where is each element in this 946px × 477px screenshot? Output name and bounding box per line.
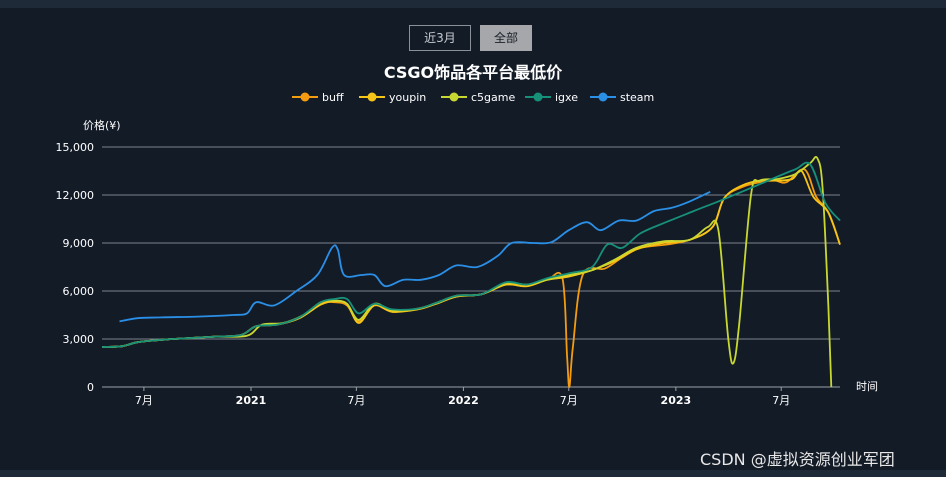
time-range-selector: 近3月 全部 bbox=[409, 25, 532, 51]
legend-marker-buff bbox=[300, 92, 310, 102]
series-line-igxe bbox=[101, 161, 841, 348]
legend-marker-youpin bbox=[367, 92, 377, 102]
chart-title: CSGO饰品各平台最低价 bbox=[383, 63, 563, 82]
x-tick-label: 2022 bbox=[448, 394, 479, 407]
x-tick-label: 7月 bbox=[772, 394, 790, 407]
series-line-c5game bbox=[101, 155, 833, 388]
x-axis-title: 时间 bbox=[856, 380, 878, 393]
range-button-all[interactable]: 全部 bbox=[480, 25, 532, 51]
y-tick-label: 0 bbox=[87, 381, 94, 394]
watermark: CSDN @虚拟资源创业军团 bbox=[700, 450, 895, 469]
y-tick-label: 3,000 bbox=[63, 333, 95, 346]
y-tick-label: 15,000 bbox=[56, 141, 95, 154]
legend-marker-c5game bbox=[449, 92, 459, 102]
legend-marker-igxe bbox=[533, 92, 543, 102]
legend-label-steam: steam bbox=[620, 91, 654, 104]
x-tick-label: 7月 bbox=[347, 394, 365, 407]
legend-label-youpin: youpin bbox=[389, 91, 426, 104]
top-border bbox=[0, 0, 946, 8]
y-tick-label: 9,000 bbox=[63, 237, 95, 250]
legend-label-c5game: c5game bbox=[471, 91, 515, 104]
range-button-3-months[interactable]: 近3月 bbox=[409, 25, 471, 51]
x-tick-label: 7月 bbox=[560, 394, 578, 407]
y-tick-label: 6,000 bbox=[63, 285, 95, 298]
bottom-border bbox=[0, 470, 946, 477]
legend-label-igxe: igxe bbox=[555, 91, 578, 104]
x-tick-label: 2023 bbox=[661, 394, 692, 407]
series-line-steam bbox=[119, 190, 711, 323]
y-tick-label: 12,000 bbox=[56, 189, 95, 202]
x-tick-label: 7月 bbox=[135, 394, 153, 407]
x-tick-label: 2021 bbox=[236, 394, 267, 407]
legend-marker-steam bbox=[598, 92, 608, 102]
y-axis-title: 价格(¥) bbox=[83, 118, 121, 132]
legend-label-buff: buff bbox=[322, 91, 344, 104]
